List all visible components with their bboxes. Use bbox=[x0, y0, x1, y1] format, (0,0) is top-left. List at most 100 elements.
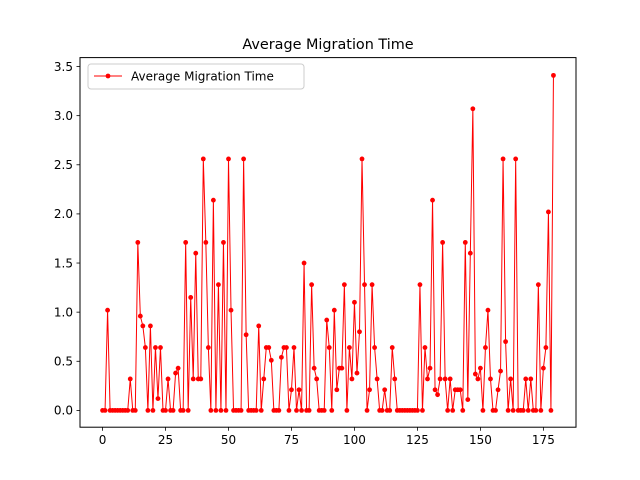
data-point bbox=[105, 307, 110, 313]
data-point bbox=[155, 396, 161, 402]
data-point bbox=[140, 323, 146, 329]
x-tick-label: 50 bbox=[221, 433, 236, 447]
data-point bbox=[127, 376, 133, 382]
data-point bbox=[422, 345, 428, 350]
y-tick-label: 2.0 bbox=[54, 207, 73, 221]
data-point bbox=[442, 376, 448, 382]
data-point bbox=[420, 408, 425, 413]
data-point bbox=[301, 260, 307, 266]
data-point bbox=[392, 376, 398, 382]
data-point bbox=[296, 387, 302, 393]
x-tick-label: 25 bbox=[158, 433, 173, 447]
data-point bbox=[425, 376, 430, 382]
data-point bbox=[470, 106, 476, 112]
data-point bbox=[268, 357, 274, 363]
data-point bbox=[359, 156, 365, 162]
data-point bbox=[213, 408, 219, 413]
data-point bbox=[495, 387, 501, 393]
data-point bbox=[513, 156, 519, 162]
data-point bbox=[188, 295, 194, 300]
data-point bbox=[142, 345, 148, 350]
data-point bbox=[523, 376, 529, 382]
x-tick-label: 150 bbox=[469, 433, 492, 447]
x-tick-label: 100 bbox=[343, 433, 366, 447]
data-point bbox=[389, 345, 395, 350]
data-point bbox=[505, 408, 511, 413]
data-point bbox=[208, 408, 214, 413]
data-point bbox=[538, 408, 544, 413]
data-point bbox=[228, 307, 234, 313]
data-point bbox=[221, 240, 226, 245]
data-point bbox=[341, 282, 347, 288]
x-axis-ticks: 0 25 50 75 100 125 150 175 bbox=[99, 427, 555, 447]
data-point bbox=[503, 339, 508, 345]
data-point bbox=[145, 408, 151, 413]
data-point bbox=[367, 387, 372, 393]
data-point bbox=[520, 408, 526, 413]
data-point bbox=[148, 323, 153, 329]
data-point bbox=[498, 368, 503, 374]
data-point bbox=[435, 392, 440, 398]
data-point bbox=[510, 408, 516, 413]
data-point bbox=[183, 240, 189, 245]
data-point bbox=[488, 376, 493, 382]
data-point bbox=[306, 408, 312, 413]
data-point bbox=[462, 240, 468, 245]
data-point bbox=[326, 345, 332, 350]
data-point bbox=[493, 408, 498, 413]
data-point bbox=[158, 345, 163, 350]
data-point bbox=[415, 408, 420, 413]
data-point bbox=[533, 408, 539, 413]
data-point bbox=[243, 332, 249, 338]
data-point bbox=[349, 376, 355, 382]
series-markers bbox=[100, 72, 556, 413]
data-point bbox=[135, 240, 141, 245]
data-point bbox=[528, 376, 534, 382]
x-tick-label: 75 bbox=[284, 433, 299, 447]
data-point bbox=[238, 408, 244, 413]
legend-label: Average Migration Time bbox=[131, 70, 274, 84]
data-point bbox=[540, 365, 546, 371]
data-point bbox=[294, 408, 299, 413]
data-point bbox=[543, 345, 549, 350]
data-point bbox=[548, 408, 554, 413]
data-point bbox=[324, 317, 330, 323]
data-point bbox=[200, 156, 206, 162]
data-point bbox=[475, 376, 481, 382]
data-point bbox=[153, 345, 158, 350]
data-point bbox=[198, 376, 204, 382]
data-point bbox=[445, 408, 451, 413]
data-point bbox=[205, 345, 211, 350]
data-point bbox=[210, 197, 216, 203]
y-tick-label: 1.5 bbox=[54, 256, 73, 270]
data-point bbox=[321, 408, 327, 413]
data-point bbox=[258, 408, 264, 413]
data-point bbox=[170, 408, 176, 413]
data-point bbox=[387, 408, 393, 413]
data-point bbox=[480, 408, 486, 413]
data-point bbox=[352, 299, 357, 305]
data-point bbox=[379, 408, 385, 413]
data-point bbox=[253, 408, 259, 413]
data-point bbox=[500, 156, 506, 162]
data-point bbox=[525, 408, 531, 413]
data-point bbox=[374, 376, 380, 382]
data-point bbox=[173, 370, 179, 376]
plot-frame bbox=[79, 57, 577, 428]
chart-title: Average Migration Time bbox=[242, 37, 413, 53]
y-tick-label: 0.0 bbox=[54, 404, 73, 418]
data-point bbox=[299, 408, 304, 413]
data-point bbox=[193, 250, 199, 256]
data-point bbox=[354, 370, 360, 376]
data-point bbox=[465, 397, 471, 402]
data-point bbox=[241, 156, 247, 162]
data-point bbox=[185, 408, 191, 413]
data-point bbox=[289, 387, 294, 393]
data-point bbox=[440, 240, 446, 245]
data-point bbox=[467, 250, 473, 256]
data-point bbox=[286, 408, 292, 413]
data-point bbox=[551, 72, 556, 78]
y-axis-ticks: 0.0 0.5 1.0 1.5 2.0 2.5 3.0 3.5 bbox=[54, 60, 80, 418]
data-point bbox=[427, 365, 433, 371]
